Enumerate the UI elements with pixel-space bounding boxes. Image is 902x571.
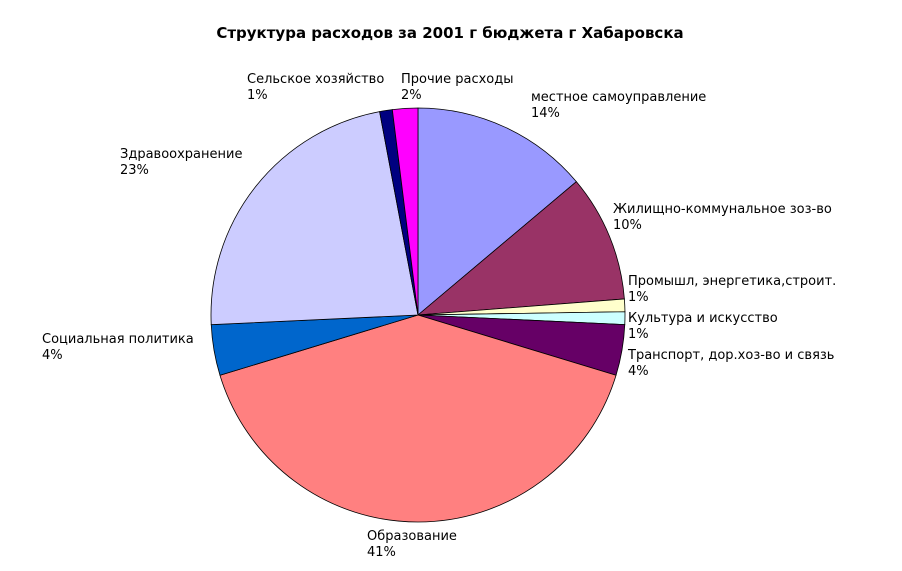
- slice-value-label: 41%: [367, 545, 396, 560]
- slice-value-label: 1%: [628, 290, 649, 305]
- slice-label: Социальная политика: [42, 332, 194, 347]
- slice-value-label: 4%: [628, 364, 649, 379]
- slice-value-label: 23%: [120, 163, 149, 178]
- slice-value-label: 10%: [613, 218, 642, 233]
- slice-value-label: 4%: [42, 348, 63, 363]
- pie-slice: [219, 314, 617, 523]
- slice-label: Промышл, энергетика,строит.: [628, 274, 836, 289]
- slice-label: Культура и искусство: [628, 311, 778, 326]
- slice-label: Транспорт, дор.хоз-во и связь: [627, 348, 834, 363]
- slice-label: Здравоохранение: [120, 147, 242, 162]
- slice-value-label: 2%: [401, 88, 422, 103]
- slice-value-label: 1%: [247, 88, 268, 103]
- slice-label: Сельское хозяйство: [247, 72, 384, 87]
- slice-label: местное самоуправление: [531, 90, 706, 105]
- slice-label: Прочие расходы: [401, 72, 514, 87]
- slice-value-label: 1%: [628, 327, 649, 342]
- pie-slice: [416, 181, 625, 316]
- slice-value-label: 14%: [531, 106, 560, 121]
- pie-slice: [417, 107, 577, 316]
- slice-label: Жилищно-коммунальное зоз-во: [613, 202, 832, 217]
- pie-slice: [210, 111, 419, 326]
- chart-title: Структура расходов за 2001 г бюджета г Х…: [216, 24, 683, 42]
- slice-label: Образование: [367, 529, 457, 544]
- pie-slice: [391, 107, 419, 316]
